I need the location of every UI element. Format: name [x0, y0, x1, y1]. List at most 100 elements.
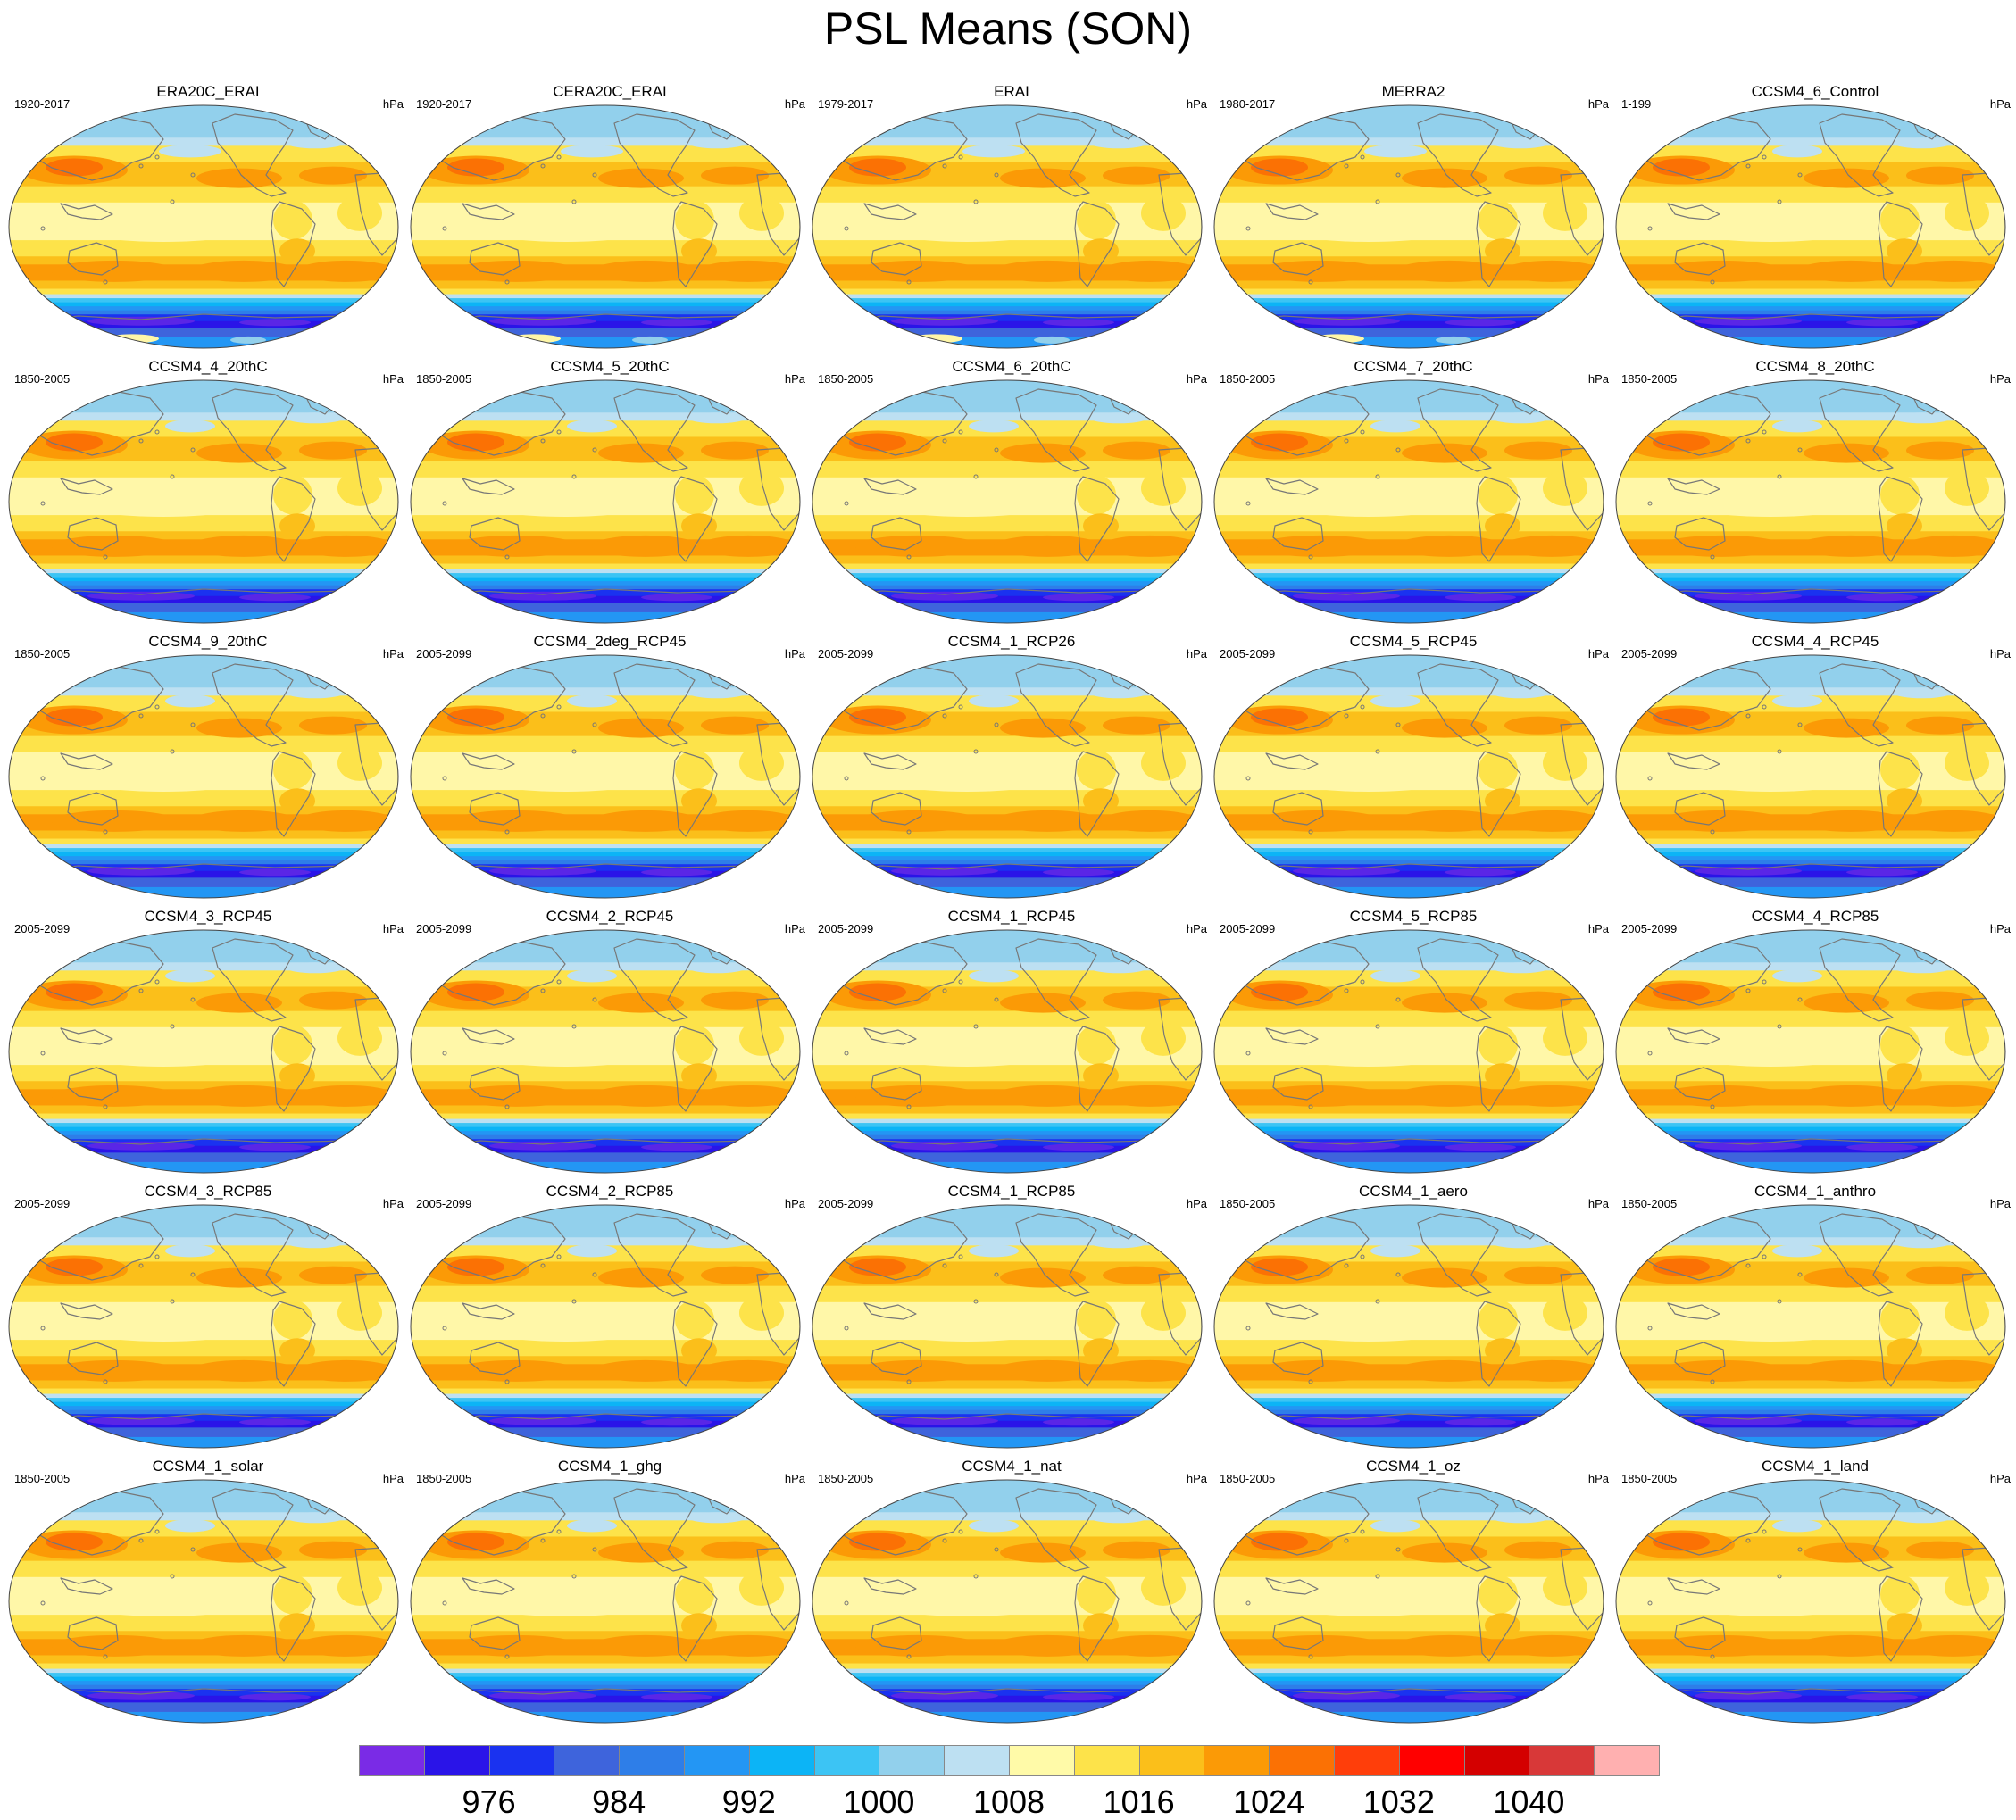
- panel-title: ERA20C_ERAI: [156, 83, 260, 100]
- psl-field: [812, 1205, 1202, 1448]
- panel-years: 1979-2017: [818, 97, 874, 111]
- map-panel: CCSM4_2_RCP45 2005-2099 hPa: [409, 907, 811, 1175]
- psl-field: [9, 1480, 398, 1723]
- colorbar-box: [748, 1745, 815, 1776]
- psl-field: [1616, 1205, 2005, 1448]
- panel-units: hPa: [1989, 1197, 2011, 1210]
- psl-field: [1214, 655, 1604, 898]
- colorbar-label: 1032: [1362, 1783, 1435, 1820]
- map-svg: [410, 654, 801, 899]
- map-panel: MERRA2 1980-2017 hPa: [1212, 82, 1614, 350]
- panel-units: hPa: [784, 647, 805, 661]
- panel-years: 2005-2099: [1220, 647, 1276, 661]
- panel-title: ERAI: [994, 83, 1029, 100]
- panel-years: 2005-2099: [416, 647, 472, 661]
- panel-years: 2005-2099: [416, 922, 472, 935]
- panel-years: 1850-2005: [14, 647, 71, 661]
- panel-units: hPa: [1587, 922, 1609, 935]
- figure-title: PSL Means (SON): [823, 4, 1193, 54]
- colorbar-label: 1040: [1493, 1783, 1565, 1820]
- map-panel: CCSM4_1_aero 1850-2005 hPa: [1212, 1182, 1614, 1450]
- panel-units: hPa: [1587, 1472, 1609, 1485]
- psl-field: [1214, 105, 1604, 348]
- psl-field: [1616, 930, 2005, 1173]
- panel-years: 1980-2017: [1220, 97, 1276, 111]
- psl-field: [411, 930, 800, 1173]
- colorbar: 976 984 992 1000 1008 1016 1024 1032 1040: [359, 1745, 1660, 1820]
- panel-units: hPa: [382, 922, 404, 935]
- panel-units: hPa: [1989, 372, 2011, 386]
- psl-field: [1616, 655, 2005, 898]
- panel-years: 1850-2005: [1621, 1472, 1678, 1485]
- map-svg: [8, 379, 399, 624]
- panel-years: 2005-2099: [818, 647, 874, 661]
- panel-title: CCSM4_8_20thC: [1755, 358, 1875, 375]
- panel-title: CCSM4_1_RCP45: [947, 908, 1076, 925]
- panel-title: CCSM4_1_nat: [962, 1458, 1062, 1475]
- psl-field: [9, 930, 398, 1173]
- map-panel: CCSM4_1_anthro 1850-2005 hPa: [1614, 1182, 2016, 1450]
- panel-grid: ERA20C_ERAI 1920-2017 hPa CERA20C_ERAI 1920-…: [7, 82, 2016, 1724]
- panel-title: CCSM4_9_20thC: [148, 633, 268, 650]
- map-svg: [812, 1479, 1203, 1724]
- map-panel: CCSM4_5_RCP45 2005-2099 hPa: [1212, 632, 1614, 900]
- panel-units: hPa: [1587, 1197, 1609, 1210]
- panel-title: CCSM4_1_RCP26: [947, 633, 1076, 650]
- panel-years: 1850-2005: [1621, 372, 1678, 386]
- colorbar-box: [1334, 1745, 1400, 1776]
- psl-field: [9, 1205, 398, 1448]
- panel-units: hPa: [382, 1472, 404, 1485]
- map-svg: [1615, 379, 2006, 624]
- map-svg: [8, 104, 399, 349]
- panel-units: hPa: [382, 647, 404, 661]
- panel-units: hPa: [382, 97, 404, 111]
- map-svg: [1213, 1479, 1604, 1724]
- psl-field: [411, 655, 800, 898]
- map-svg: [8, 1204, 399, 1449]
- colorbar-box: [619, 1745, 685, 1776]
- psl-field: [812, 105, 1202, 348]
- panel-title: CCSM4_5_RCP45: [1349, 633, 1478, 650]
- panel-title: CCSM4_1_oz: [1366, 1458, 1461, 1475]
- map-panel: CCSM4_2_RCP85 2005-2099 hPa: [409, 1182, 811, 1450]
- panel-years: 1-199: [1621, 97, 1652, 111]
- panel-title: CCSM4_7_20thC: [1354, 358, 1473, 375]
- panel-title: CERA20C_ERAI: [553, 83, 667, 100]
- map-svg: [8, 1479, 399, 1724]
- map-svg: [1213, 654, 1604, 899]
- panel-years: 1920-2017: [14, 97, 71, 111]
- map-panel: CERA20C_ERAI 1920-2017 hPa: [409, 82, 811, 350]
- psl-field: [1214, 1480, 1604, 1723]
- panel-title: CCSM4_4_RCP45: [1751, 633, 1879, 650]
- map-panel: CCSM4_6_20thC 1850-2005 hPa: [811, 357, 1212, 625]
- panel-units: hPa: [1989, 1472, 2011, 1485]
- map-panel: CCSM4_1_RCP85 2005-2099 hPa: [811, 1182, 1212, 1450]
- panel-units: hPa: [382, 1197, 404, 1210]
- map-panel: CCSM4_3_RCP45 2005-2099 hPa: [7, 907, 409, 1175]
- colorbar-box: [1529, 1745, 1595, 1776]
- psl-field: [1214, 930, 1604, 1173]
- colorbar-label: 984: [592, 1783, 646, 1820]
- panel-years: 2005-2099: [1621, 647, 1678, 661]
- panel-title: CCSM4_1_aero: [1359, 1183, 1468, 1200]
- colorbar-label: 976: [462, 1783, 516, 1820]
- panel-units: hPa: [1989, 97, 2011, 111]
- map-svg: [1615, 1479, 2006, 1724]
- map-svg: [410, 379, 801, 624]
- psl-field: [9, 380, 398, 623]
- colorbar-label: 992: [721, 1783, 776, 1820]
- panel-years: 2005-2099: [1220, 922, 1276, 935]
- panel-units: hPa: [784, 1197, 805, 1210]
- colorbar-box: [1009, 1745, 1075, 1776]
- panel-title: CCSM4_5_20thC: [550, 358, 670, 375]
- panel-years: 1920-2017: [416, 97, 472, 111]
- panel-title: CCSM4_3_RCP45: [144, 908, 272, 925]
- panel-years: 2005-2099: [1621, 922, 1678, 935]
- colorbar-box: [813, 1745, 880, 1776]
- panel-title: CCSM4_1_anthro: [1754, 1183, 1877, 1200]
- panel-units: hPa: [784, 1472, 805, 1485]
- panel-units: hPa: [382, 372, 404, 386]
- panel-title: CCSM4_6_Control: [1751, 83, 1879, 100]
- psl-field: [812, 655, 1202, 898]
- map-panel: CCSM4_1_solar 1850-2005 hPa: [7, 1457, 409, 1724]
